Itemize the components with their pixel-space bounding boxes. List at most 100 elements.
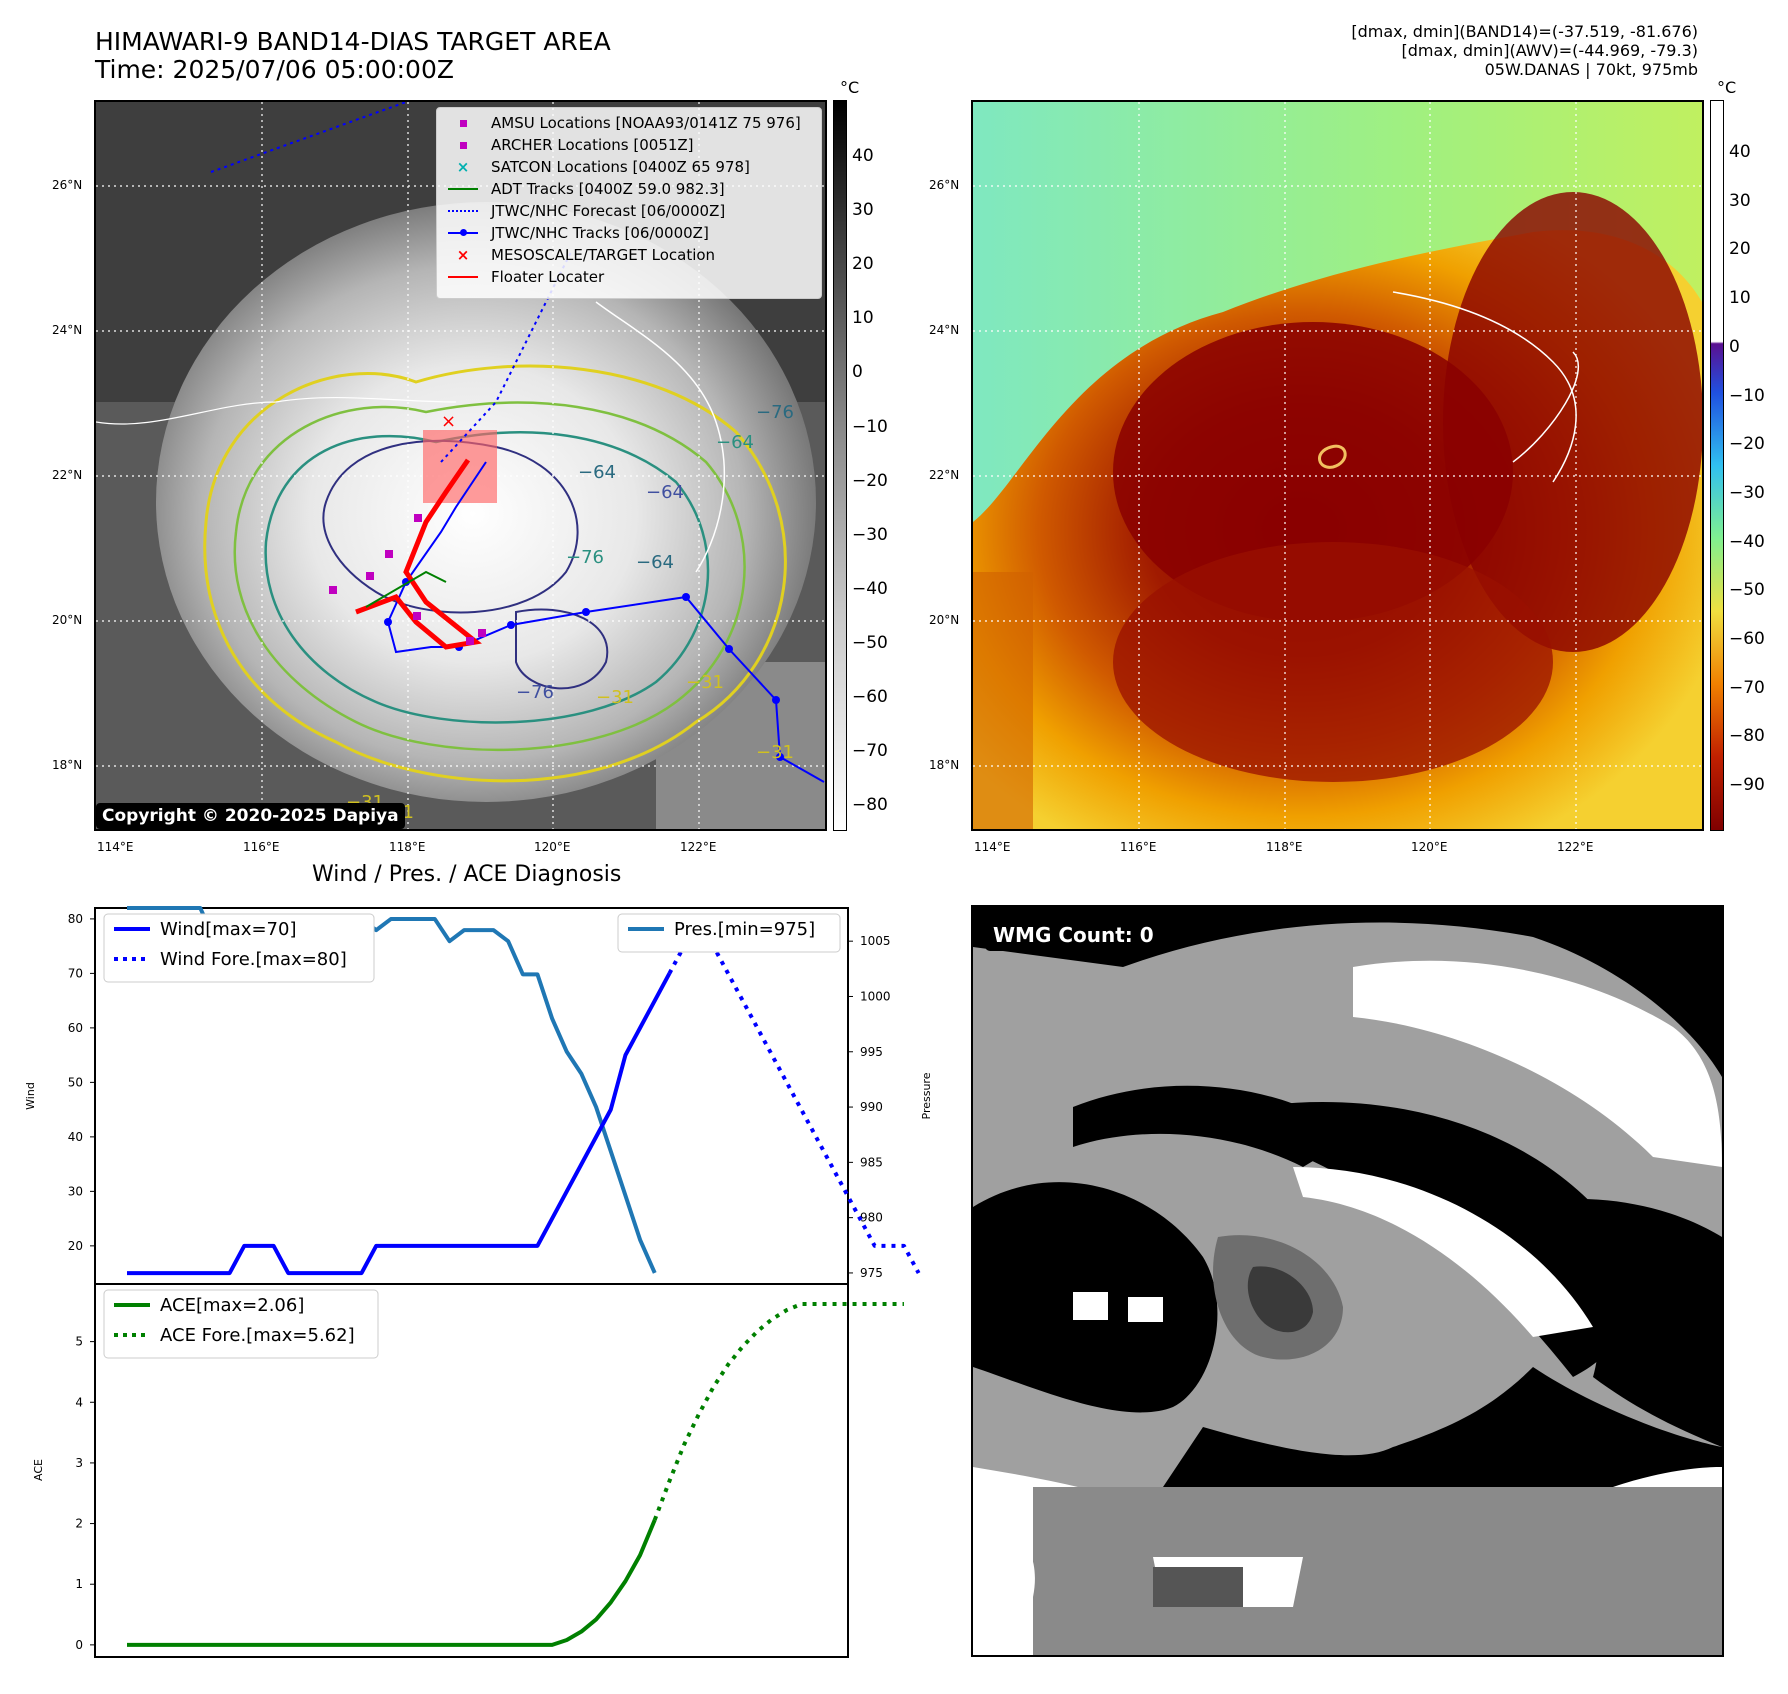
legend-symbol-icon [445,138,481,152]
pressure-tick-label: 1005 [860,934,891,948]
contour-label: −31 [686,672,724,693]
lat-label: 26°N [929,178,960,192]
wind-tick-label: 80 [68,912,83,926]
legend-label: ACE[max=2.06] [160,1295,304,1316]
colorbar-tick-label: 40 [852,146,874,166]
lat-label: 18°N [52,758,83,772]
legend-entry: × SATCON Locations [0400Z 65 978] [445,156,813,178]
ace-tick-label: 2 [75,1517,83,1531]
svg-text:×: × [441,411,456,432]
contour-label: −64 [578,462,616,483]
legend-entry: Floater Locater [445,266,813,288]
copyright-badge: Copyright © 2020-2025 Dapiya [96,803,405,829]
wmg-imagery [973,907,1722,1655]
legend-symbol-icon [445,270,481,284]
colorbar-tick-label: 30 [852,200,874,221]
legend-label: Wind[max=70] [160,919,297,940]
legend-label: Pres.[min=975] [674,919,815,940]
colorbar-tick-label: −70 [852,741,888,762]
map-legend: AMSU Locations [NOAA93/0141Z 75 976] ARCH… [436,107,822,299]
contour-label: −64 [636,552,674,573]
pressure-legend [617,913,841,953]
contour-label: −64 [716,432,754,453]
wind-tick-label: 30 [68,1184,83,1198]
legend-symbol-icon [445,182,481,196]
legend-label: AMSU Locations [NOAA93/0141Z 75 976] [491,114,801,132]
pressure-tick-label: 995 [860,1045,883,1059]
colorbar-tick-label: −40 [852,578,888,599]
wind-tick-label: 40 [68,1130,83,1144]
diagnosis-title: Wind / Pres. / ACE Diagnosis [312,862,622,887]
lat-label: 24°N [52,323,83,337]
colorbar-tick-label: −60 [1729,629,1765,649]
colorbar-tick-label: −40 [1729,531,1765,552]
ace-axis-label: ACE [32,1459,45,1481]
ace-tick-label: 1 [75,1577,83,1591]
storm-info: [dmax, dmin](BAND14)=(-37.519, -81.676) … [1351,22,1698,79]
lat-label: 20°N [929,613,960,627]
legend-label: Wind Fore.[max=80] [160,949,347,970]
ace-tick-label: 4 [75,1395,83,1409]
ace-axes-frame [94,1283,849,1658]
ace-forecast-line [652,1302,904,1521]
info-line-1: [dmax, dmin](BAND14)=(-37.519, -81.676) [1351,22,1698,41]
figure-title: HIMAWARI-9 BAND14-DIAS TARGET AREA Time:… [95,28,611,84]
colorbar-tick-label: 40 [1729,142,1751,162]
contour-label: −64 [646,482,684,503]
colorbar-tick-label: 0 [1729,336,1740,357]
lon-label: 120°E [1411,840,1448,854]
colorbar-tick-label: −80 [1729,726,1765,747]
wind-axis-label: Wind [24,1082,37,1110]
colorbar-tick-label: 20 [852,254,874,275]
legend-label: MESOSCALE/TARGET Location [491,246,716,264]
pressure-tick-label: 975 [860,1266,883,1280]
awv-imagery [973,102,1702,829]
ace-tick-label: 3 [75,1456,83,1470]
colorbar-tick-label: 0 [852,362,863,383]
legend-symbol-icon: × [456,246,470,264]
lon-label: 120°E [534,840,571,854]
colorbar-tick-label: −30 [1729,482,1765,503]
ace-line [127,1519,657,1647]
colorbar-tick-label: −10 [852,416,888,437]
ace-tick-label: 5 [75,1335,83,1349]
info-line-3: 05W.DANAS | 70kt, 975mb [1484,60,1698,79]
legend-symbol-icon [445,204,481,218]
lon-label: 114°E [974,840,1011,854]
title-line-2: Time: 2025/07/06 05:00:00Z [95,55,454,84]
contour-label: −31 [756,742,794,763]
legend-label: Floater Locater [491,268,605,286]
colorbar-unit: °C [840,78,860,97]
pressure-tick-label: 990 [860,1100,883,1114]
legend-label: ARCHER Locations [0051Z] [491,136,694,154]
colorbar-tick-label: −50 [1729,580,1765,601]
lon-label: 116°E [1120,840,1157,854]
contour-label: −31 [596,687,634,708]
pressure-line [127,906,657,1274]
wind-tick-label: 20 [68,1239,83,1253]
legend-entry: ARCHER Locations [0051Z] [445,134,813,156]
band14-map-panel: × −64−64−76−76−64−64−76−76−31−31−31−31−3… [94,100,827,831]
title-line-1: HIMAWARI-9 BAND14-DIAS TARGET AREA [95,27,611,56]
contour-label: −76 [516,682,554,703]
band14-colorbar [833,100,847,831]
lon-label: 118°E [389,840,426,854]
colorbar-tick-label: 30 [1729,190,1751,211]
pressure-tick-label: 985 [860,1155,883,1169]
colorbar-tick-label: −30 [852,524,888,545]
contour-label: −76 [756,402,794,423]
lat-label: 22°N [52,468,83,482]
awv-map-panel [971,100,1704,831]
wind-legend [103,913,375,983]
lat-label: 18°N [929,758,960,772]
lat-label: 26°N [52,178,83,192]
wmg-panel: WMG Count: 0 [971,905,1724,1657]
colorbar-tick-label: −50 [852,632,888,653]
info-line-2: [dmax, dmin](AWV)=(-44.969, -79.3) [1401,41,1698,60]
lon-label: 118°E [1266,840,1303,854]
legend-symbol-icon [445,116,481,130]
lat-label: 24°N [929,323,960,337]
legend-entry: ADT Tracks [0400Z 59.0 982.3] [445,178,813,200]
lat-label: 20°N [52,613,83,627]
ace-tick-label: 0 [75,1638,83,1652]
